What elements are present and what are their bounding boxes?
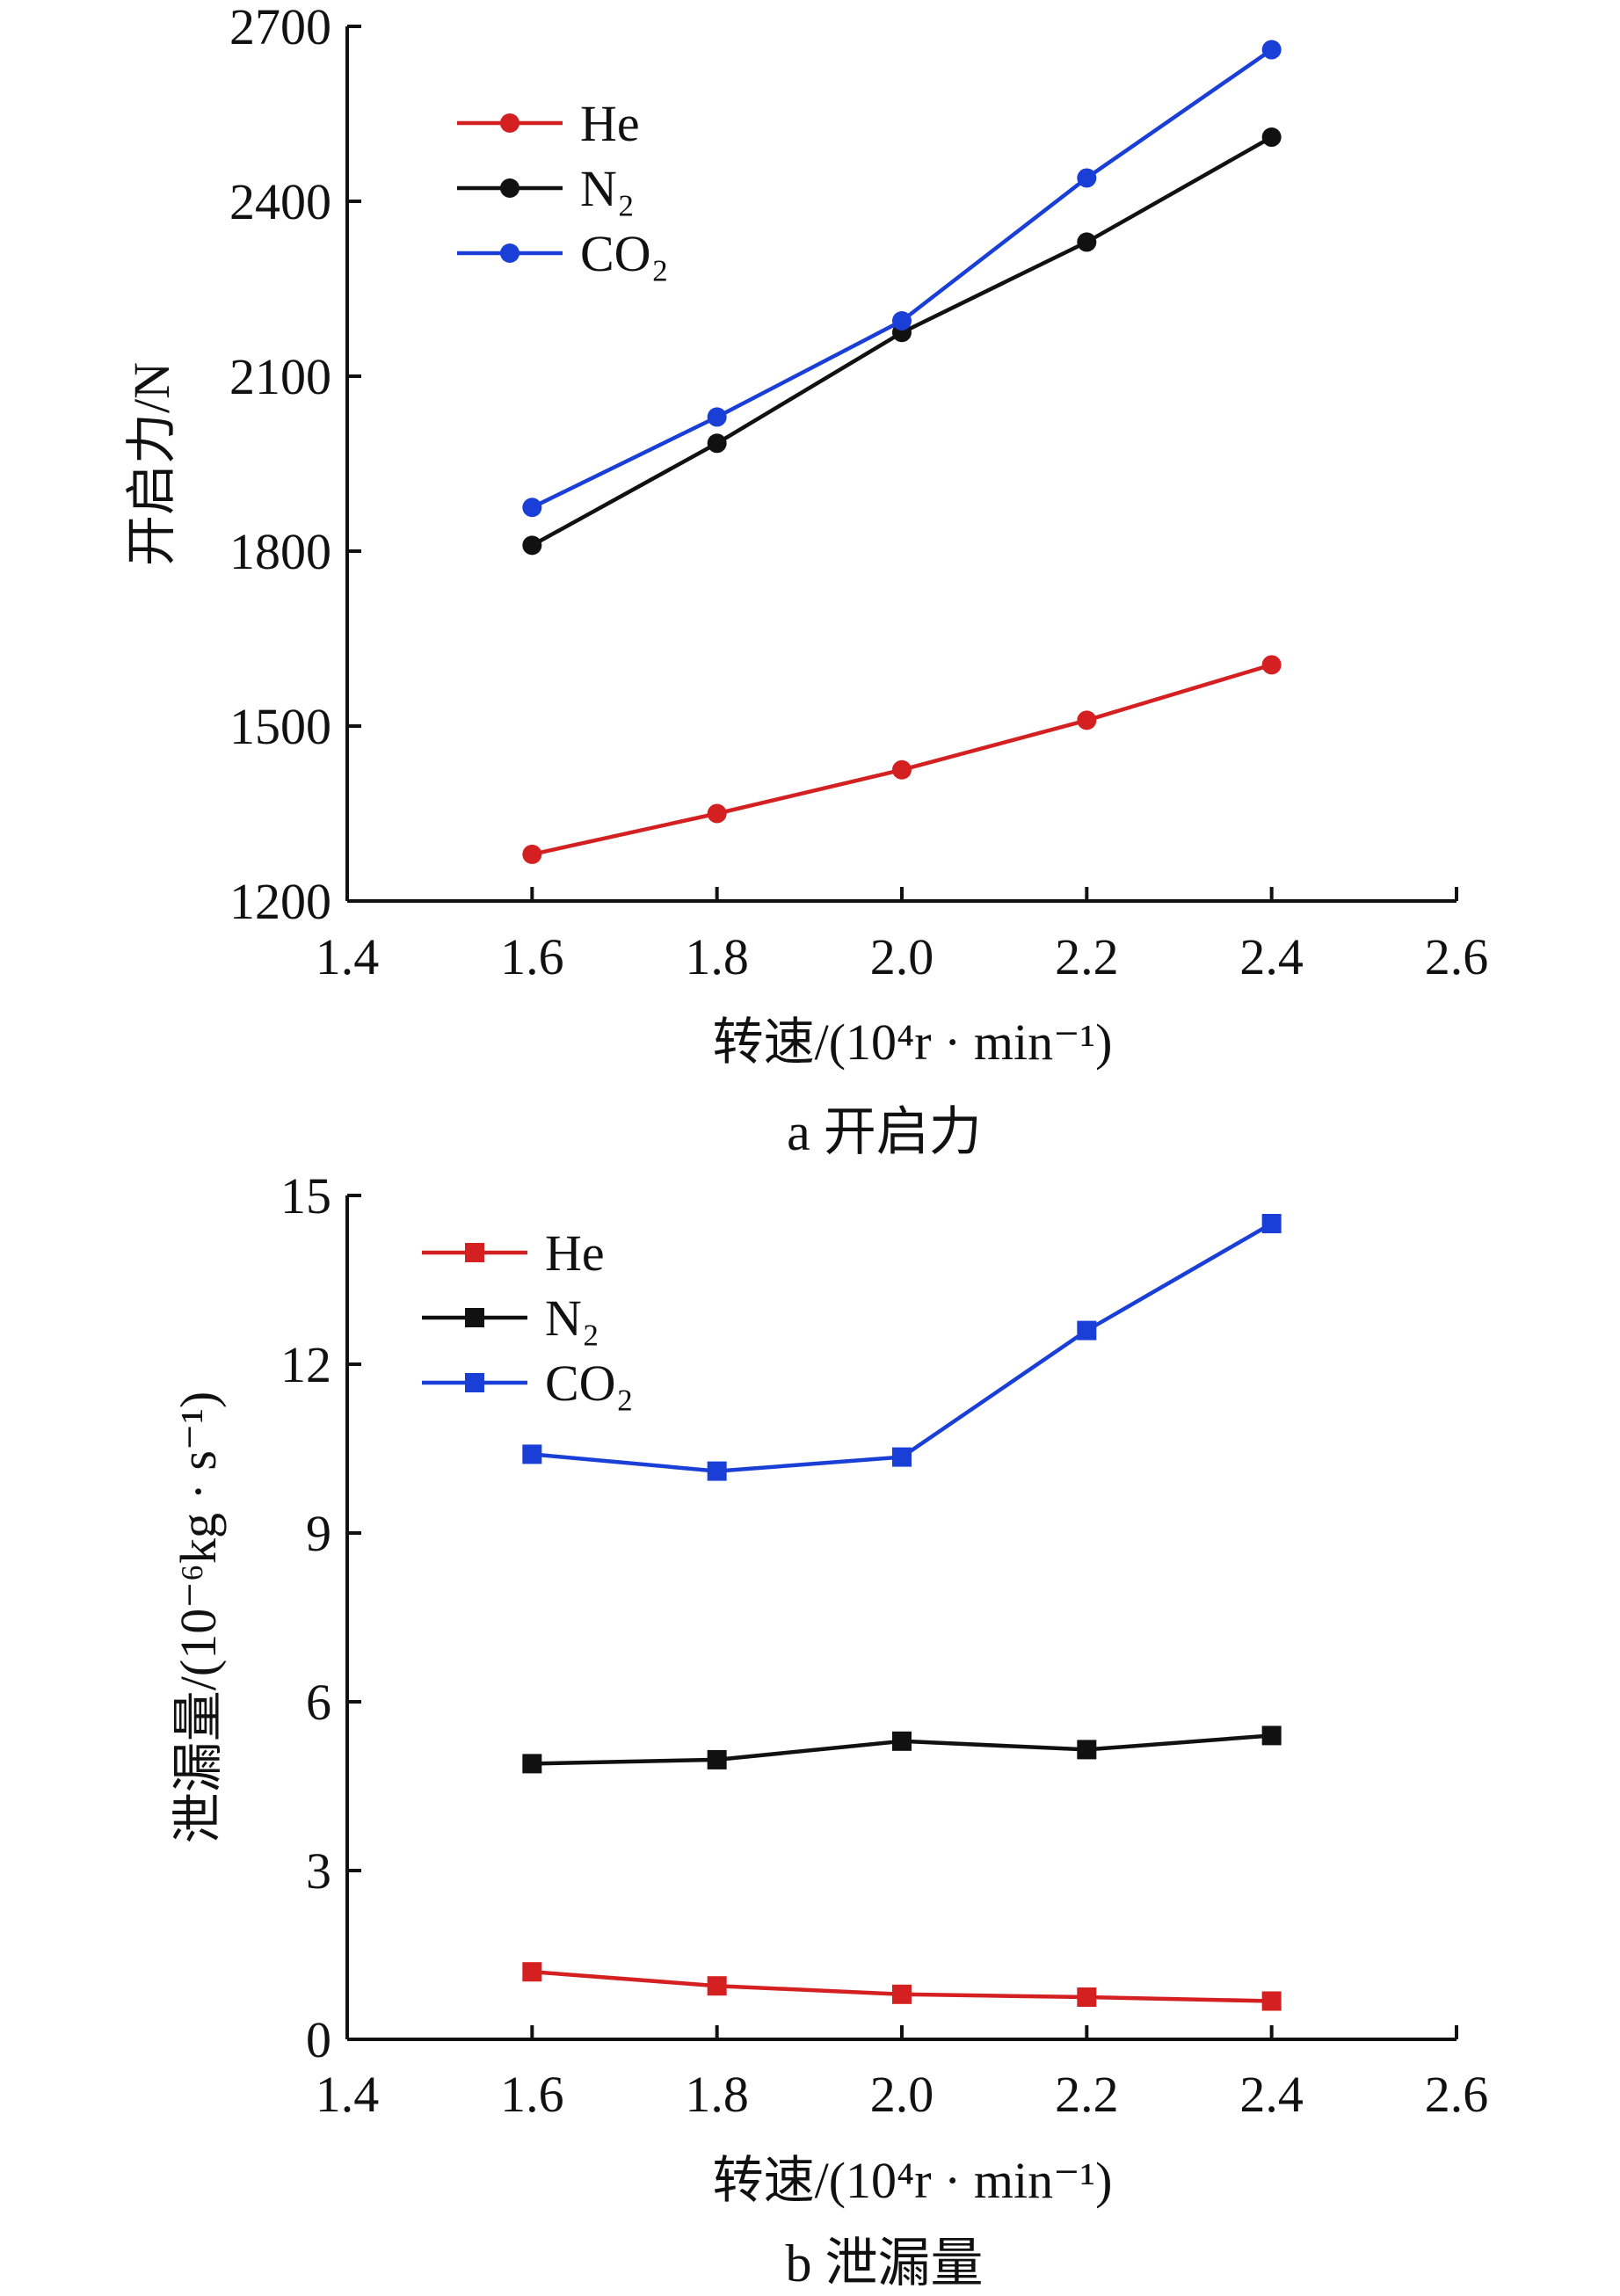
legend-entry: N₂ [422,1290,599,1347]
data-point [707,1749,727,1769]
legend-label: He [580,95,640,152]
series-2 [522,1214,1282,1481]
data-point [522,1754,542,1774]
x-tick-label: 2.4 [1239,2066,1304,2123]
legend-label: N₂ [545,1290,599,1347]
legend-label: N₂ [580,160,635,217]
data-point [522,498,542,518]
data-point [892,310,912,331]
data-point [1261,1726,1282,1746]
x-tick-label: 2.2 [1055,2066,1119,2123]
x-tick-label: 2.4 [1239,928,1304,985]
legend-label: CO₂ [545,1355,634,1412]
x-tick-label: 2.6 [1425,928,1489,985]
series-0 [522,655,1282,864]
legend-label: CO₂ [580,225,669,282]
legend-entry: CO₂ [457,225,669,282]
x-tick-label: 2.2 [1055,928,1119,985]
data-point [892,759,912,780]
legend-entry: N₂ [457,160,635,217]
y-axis-title: 开启力/N [123,362,180,566]
data-point [522,1444,542,1464]
y-tick-label: 2400 [229,173,331,230]
panel-caption: b 泄漏量 [786,2234,984,2292]
data-point [1077,710,1097,730]
legend-entry: CO₂ [422,1355,634,1412]
chart-panel-b: 1.4 1.6 1.8 2.0 2.2 2.4 2.6 0 3 6 9 12 15 转速/(10⁴r · … [170,1167,1488,2292]
x-tick-label: 2.0 [870,2066,934,2123]
legend-entry: He [422,1224,605,1282]
x-tick-label: 1.4 [316,2066,380,2123]
y-tick-label: 1500 [229,698,331,755]
x-tick-label: 1.8 [685,928,749,985]
y-tick-label: 3 [306,1842,331,1900]
y-tick-label: 1800 [229,523,331,580]
data-point [707,1461,727,1481]
legend-marker [465,1373,484,1392]
y-tick-label: 2700 [229,0,331,55]
series-2 [522,40,1282,518]
y-tick-label: 12 [280,1336,331,1393]
data-point [707,407,727,427]
y-tick-label: 15 [280,1167,331,1224]
data-point [522,844,542,864]
x-tick-label: 2.6 [1425,2066,1489,2123]
y-tick-label: 0 [306,2011,331,2068]
data-point [707,803,727,824]
data-point [1077,1987,1097,2007]
data-point [1261,1214,1282,1233]
data-point [1261,40,1282,60]
data-point [1077,1740,1097,1760]
series-line [532,1222,1273,1473]
series-1 [522,127,1282,556]
x-axis-title: 转速/(10⁴r · min⁻¹) [713,2152,1113,2209]
data-point [1261,655,1282,675]
series-1 [522,1726,1282,1774]
legend-marker [465,1308,484,1327]
series-line [531,663,1273,857]
legend-label: He [545,1224,605,1282]
data-point [1261,1991,1282,2011]
y-tick-label: 2100 [229,348,331,405]
data-point [1077,232,1097,252]
data-point [1077,1320,1097,1341]
y-tick-label: 6 [306,1674,331,1731]
legend-marker [465,1243,484,1262]
x-tick-label: 1.6 [500,2066,564,2123]
data-point [522,1962,542,1982]
y-tick-label: 1200 [229,873,331,930]
x-axis-title: 转速/(10⁴r · min⁻¹) [713,1014,1113,1071]
legend-marker [500,113,519,133]
data-point [892,1731,912,1751]
data-point [707,1976,727,1996]
data-point [892,1984,912,2004]
data-point [707,433,727,454]
legend-entry: He [457,95,640,152]
x-tick-label: 1.8 [685,2066,749,2123]
data-point [1077,168,1097,188]
x-tick-label: 1.6 [500,928,564,985]
legend-marker [500,243,519,263]
data-point [892,1447,912,1467]
series-0 [522,1962,1282,2011]
chart-panel-a: 1.4 1.6 1.8 2.0 2.2 2.4 2.6 1200 1500 1800 2100 240… [123,0,1488,1161]
data-point [1261,127,1282,148]
y-axis-title: 泄漏量/(10⁻⁶kg · s⁻¹) [170,1391,227,1843]
legend-marker [500,178,519,198]
x-tick-label: 1.4 [316,928,380,985]
y-tick-label: 9 [306,1505,331,1562]
data-point [522,535,542,556]
x-tick-label: 2.0 [870,928,934,985]
panel-caption: a 开启力 [787,1103,982,1161]
